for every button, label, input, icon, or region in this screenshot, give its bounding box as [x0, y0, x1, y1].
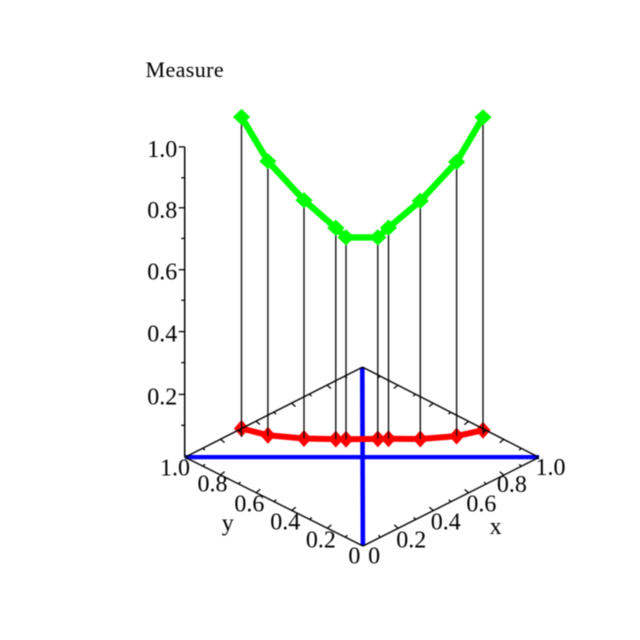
svg-text:Measure: Measure — [146, 57, 225, 82]
svg-text:0.6: 0.6 — [234, 491, 264, 517]
svg-text:y: y — [222, 511, 234, 537]
svg-text:1.0: 1.0 — [147, 137, 177, 163]
svg-text:1.0: 1.0 — [160, 456, 190, 482]
svg-text:0.2: 0.2 — [396, 527, 426, 553]
svg-text:0.8: 0.8 — [147, 198, 177, 224]
svg-text:0.8: 0.8 — [198, 472, 228, 498]
svg-text:0.4: 0.4 — [147, 322, 177, 348]
svg-text:0.4: 0.4 — [270, 510, 300, 536]
svg-text:0.6: 0.6 — [147, 260, 177, 286]
svg-text:0: 0 — [368, 544, 380, 570]
svg-text:0.4: 0.4 — [431, 509, 461, 535]
svg-text:0.8: 0.8 — [497, 472, 527, 498]
svg-text:0.2: 0.2 — [147, 384, 177, 410]
svg-text:0.6: 0.6 — [466, 491, 496, 517]
svg-text:0.2: 0.2 — [306, 527, 336, 553]
svg-text:x: x — [490, 514, 502, 540]
svg-text:1.0: 1.0 — [536, 455, 566, 481]
svg-text:0: 0 — [348, 544, 360, 570]
